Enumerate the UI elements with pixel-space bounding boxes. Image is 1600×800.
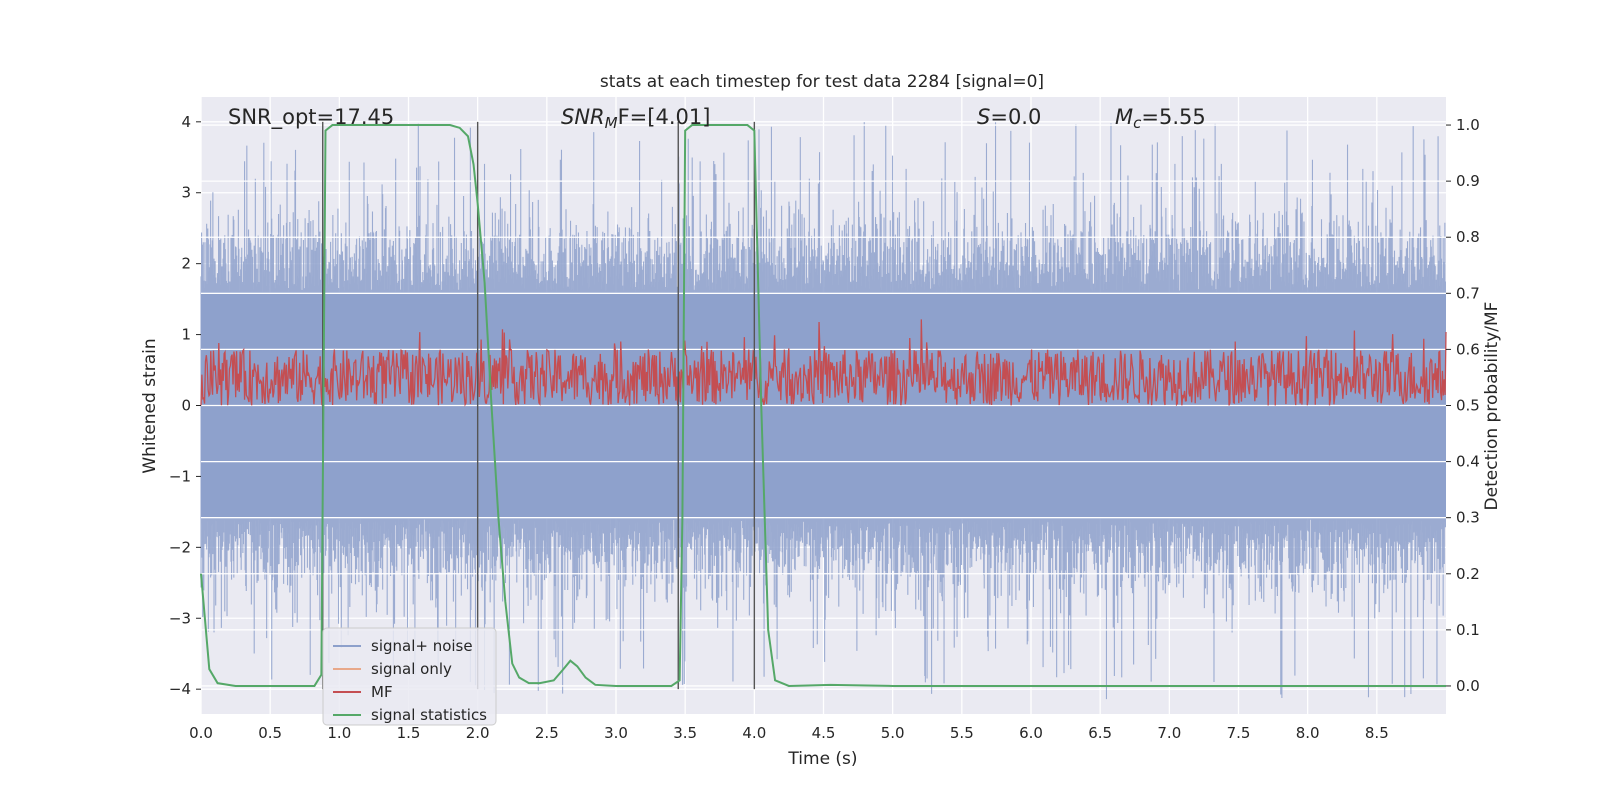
y-axis-left-label: Whitened strain (140, 338, 160, 473)
y-left-tick-label-7: 3 (181, 184, 191, 202)
legend: signal+ noise signal only MF signal statist… (322, 627, 497, 726)
x-tick-label-0: 0.0 (189, 724, 213, 742)
x-tick-label-2: 1.0 (327, 724, 351, 742)
y-left-tick-label-5: 1 (181, 326, 191, 344)
y-right-tick-label-1: 0.1 (1456, 621, 1480, 639)
s-symbol: S (977, 105, 990, 129)
mf-trace (200, 319, 1447, 407)
x-tick-label-1: 0.5 (258, 724, 282, 742)
y-right-tick-label-5: 0.5 (1456, 397, 1480, 415)
y-right-tick-label-9: 0.9 (1456, 172, 1480, 190)
y-right-tick-label-3: 0.3 (1456, 509, 1480, 527)
x-tick-label-12: 6.0 (1019, 724, 1043, 742)
mc-value: =5.55 (1141, 105, 1205, 129)
legend-label-1: signal only (371, 660, 452, 678)
x-axis-ticks: 0.0 0.5 1.0 1.5 2.0 2.5 3.0 3.5 4.0 4.5 5.0 5.5 6.0 6… (189, 724, 1389, 742)
x-tick-label-16: 8.0 (1296, 724, 1320, 742)
snr-mf-value: F=[4.01] (618, 105, 711, 129)
y-axis-left-ticks: −4 −3 −2 −1 0 1 2 3 4 (169, 113, 201, 698)
x-tick-label-17: 8.5 (1365, 724, 1389, 742)
x-tick-label-6: 3.0 (604, 724, 628, 742)
x-tick-label-3: 1.5 (397, 724, 421, 742)
x-tick-label-15: 7.5 (1227, 724, 1251, 742)
y-right-tick-label-2: 0.2 (1456, 565, 1480, 583)
x-tick-label-4: 2.0 (466, 724, 490, 742)
annotation-mc: Mc=5.55 (1115, 105, 1206, 132)
y-right-tick-label-6: 0.6 (1456, 340, 1480, 358)
y-right-tick-label-4: 0.4 (1456, 453, 1480, 471)
legend-box (322, 627, 497, 726)
mc-symbol: M (1115, 105, 1133, 129)
mc-subscript: c (1133, 114, 1142, 132)
y-right-tick-label-0: 0.0 (1456, 677, 1480, 695)
y-left-tick-label-4: 0 (181, 397, 191, 415)
x-tick-label-11: 5.5 (950, 724, 974, 742)
x-axis-label: Time (s) (787, 749, 857, 769)
annotation-snr-mf: SNRMF=[4.01] (561, 105, 710, 132)
x-tick-label-9: 4.5 (812, 724, 836, 742)
legend-label-3: signal statistics (371, 706, 487, 724)
s-value: =0.0 (990, 105, 1041, 129)
y-axis-right-ticks: 0.0 0.1 0.2 0.3 0.4 0.5 0.6 0.7 0.8 0.9 1.0 (1446, 116, 1480, 695)
legend-label-0: signal+ noise (371, 637, 473, 655)
signal-statistics-series (200, 124, 1446, 687)
y-right-tick-label-10: 1.0 (1456, 116, 1480, 134)
noise-series (200, 122, 1446, 700)
snr-mf-symbol: SNR (561, 105, 605, 129)
mf-series (200, 319, 1447, 407)
y-right-tick-label-7: 0.7 (1456, 284, 1480, 302)
signal-statistics-line (200, 124, 1446, 687)
snr-mf-subscript: M (605, 114, 618, 132)
y-left-tick-label-3: −1 (169, 467, 191, 485)
annotation-snr-opt: SNR_opt=17.45 (228, 105, 394, 130)
x-tick-label-5: 2.5 (535, 724, 559, 742)
annotation-s: S=0.0 (977, 105, 1041, 129)
x-tick-label-8: 4.0 (742, 724, 766, 742)
y-left-tick-label-1: −3 (169, 609, 191, 627)
y-left-tick-label-2: −2 (169, 538, 191, 556)
x-tick-label-14: 7.0 (1157, 724, 1181, 742)
y-right-tick-label-8: 0.8 (1456, 228, 1480, 246)
y-left-tick-label-6: 2 (181, 255, 191, 273)
x-tick-label-13: 6.5 (1088, 724, 1112, 742)
y-left-tick-label-0: −4 (169, 680, 191, 698)
chart-title: stats at each timestep for test data 228… (600, 72, 1044, 92)
legend-label-2: MF (371, 683, 393, 701)
y-axis-right-label: Detection probability/MF (1482, 302, 1502, 511)
y-left-tick-label-8: 4 (181, 113, 191, 131)
x-tick-label-7: 3.5 (673, 724, 697, 742)
x-tick-label-10: 5.0 (881, 724, 905, 742)
